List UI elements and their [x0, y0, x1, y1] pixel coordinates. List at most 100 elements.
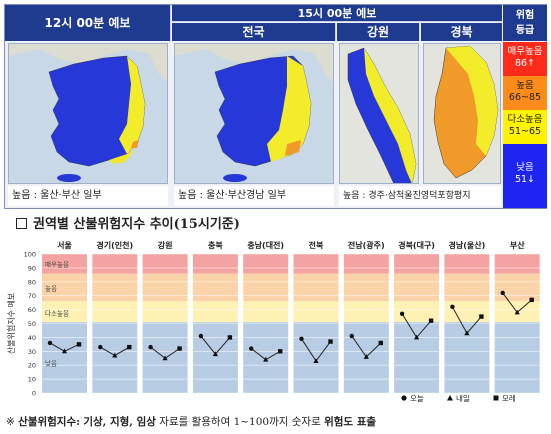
y-tick-label: 30: [28, 348, 36, 356]
band-0: [42, 273, 87, 302]
level-header: 위험 등급: [503, 5, 547, 41]
category-label: 경북(대구): [398, 240, 435, 250]
band-0: [42, 254, 87, 274]
marker-today: [98, 344, 103, 350]
band-label: 매우높음: [45, 261, 69, 269]
legend-label: 모레: [502, 394, 516, 403]
y-tick-label: 70: [28, 292, 36, 300]
band-4: [243, 254, 289, 274]
marker-dayafter: [278, 349, 283, 354]
level-low: 낮음 51↓: [503, 144, 547, 208]
band-6: [343, 273, 389, 302]
checkbox-square-icon: [16, 218, 27, 229]
marker-dayafter: [529, 297, 534, 303]
gangwon-map: [340, 44, 418, 183]
level-low-range: 51↓: [514, 174, 536, 185]
y-axis-label: 산불위험지수 예보: [6, 293, 16, 354]
level-moderate-label: 다소높음: [507, 114, 543, 125]
band-4: [243, 273, 289, 302]
band-label: 다소높음: [45, 308, 69, 317]
category-label: 강원: [158, 240, 173, 250]
category-label: 경기(인천): [96, 240, 133, 250]
region-gyeongbuk: 경북: [421, 23, 502, 41]
band-3: [192, 301, 238, 323]
y-tick-label: 10: [28, 376, 36, 384]
marker-tomorrow: [112, 352, 118, 358]
caption-12: 높음 : 울산·부산 일부: [8, 186, 168, 206]
band-label: 높음: [45, 284, 57, 292]
category-label: 충북: [208, 240, 223, 250]
y-tick-label: 0: [32, 390, 36, 398]
legend-label: 내일: [456, 394, 470, 403]
y-tick-label: 40: [28, 334, 36, 342]
band-5: [293, 254, 339, 274]
band-label: 낮음: [45, 358, 57, 367]
band-5: [293, 273, 339, 302]
band-6: [343, 301, 389, 323]
band-6: [343, 254, 389, 274]
section-title-text: 권역별 산불위험지수 추이(15시기준): [33, 217, 240, 232]
footnote-term: 산불위험지수:: [18, 416, 80, 428]
legend-marker-tomorrow: [447, 395, 453, 401]
band-0: [42, 322, 87, 393]
legend-marker-dayafter: [493, 395, 499, 401]
band-1: [92, 254, 138, 274]
band-1: [92, 301, 138, 323]
level-high: 높음 66~85: [503, 76, 547, 110]
marker-dayafter: [479, 314, 484, 319]
footnote-factors: 기상, 지형, 임상: [83, 416, 156, 428]
band-7: [394, 254, 440, 274]
y-tick-label: 20: [28, 362, 36, 370]
band-9: [494, 322, 540, 393]
marker-today: [399, 311, 405, 316]
level-header-text: 위험 등급: [503, 8, 547, 38]
marker-tomorrow: [263, 356, 269, 362]
category-label: 충남(대전): [247, 240, 284, 250]
marker-today: [47, 340, 53, 346]
band-0: [42, 301, 87, 323]
band-3: [192, 254, 238, 274]
legend-label: 오늘: [410, 394, 424, 403]
band-7: [394, 301, 440, 323]
caption-15: 높음 : 울산·부산경남 일부: [174, 186, 334, 206]
forecast-panel: 12시 00분 예보 15시 00분 예보 전국 강원 경북 위험 등급: [4, 4, 547, 209]
marker-today: [148, 344, 153, 350]
map-gyeongbuk: [423, 43, 501, 184]
marker-tomorrow: [162, 355, 168, 361]
y-tick-label: 90: [28, 264, 36, 272]
marker-dayafter: [227, 335, 233, 340]
level-header-line: 위험: [515, 10, 535, 21]
map-12-national: [8, 43, 168, 184]
korea-map-15: [175, 44, 333, 183]
marker-dayafter: [378, 340, 383, 346]
gyeongbuk-map: [424, 44, 500, 183]
marker-today: [450, 304, 455, 310]
band-5: [293, 301, 339, 323]
band-5: [293, 322, 339, 393]
y-tick-label: 60: [28, 306, 36, 314]
marker-tomorrow: [514, 309, 520, 315]
footnote-mark: ※: [6, 416, 15, 428]
risk-index-chart: 산불위험지수 예보 0 10 20 30 40 50 60 70 80 90 100 서울 경기(인천) 강…: [6, 236, 547, 411]
band-8: [444, 273, 490, 302]
header-12: 12시 00분 예보: [5, 5, 171, 41]
marker-today: [299, 336, 304, 341]
legend-marker-today: [401, 395, 407, 401]
section-title: 권역별 산불위험지수 추이(15시기준): [16, 213, 240, 233]
marker-today: [500, 290, 505, 296]
level-low-label: 낮음: [516, 162, 534, 173]
band-2: [142, 301, 188, 323]
band-2: [142, 254, 188, 274]
level-high-label: 높음: [516, 80, 534, 91]
level-moderate-range: 51~65: [508, 126, 542, 137]
y-tick-label: 100: [24, 251, 36, 259]
band-7: [394, 322, 440, 393]
level-very-high: 매우높음 86↑: [503, 42, 547, 76]
marker-tomorrow: [464, 330, 470, 336]
band-9: [494, 254, 540, 274]
band-1: [92, 322, 138, 393]
category-label: 전북: [309, 240, 324, 250]
band-2: [142, 273, 188, 302]
footnote-middle: 자료를 활용하여 1~100까지 숫자로: [159, 416, 321, 428]
